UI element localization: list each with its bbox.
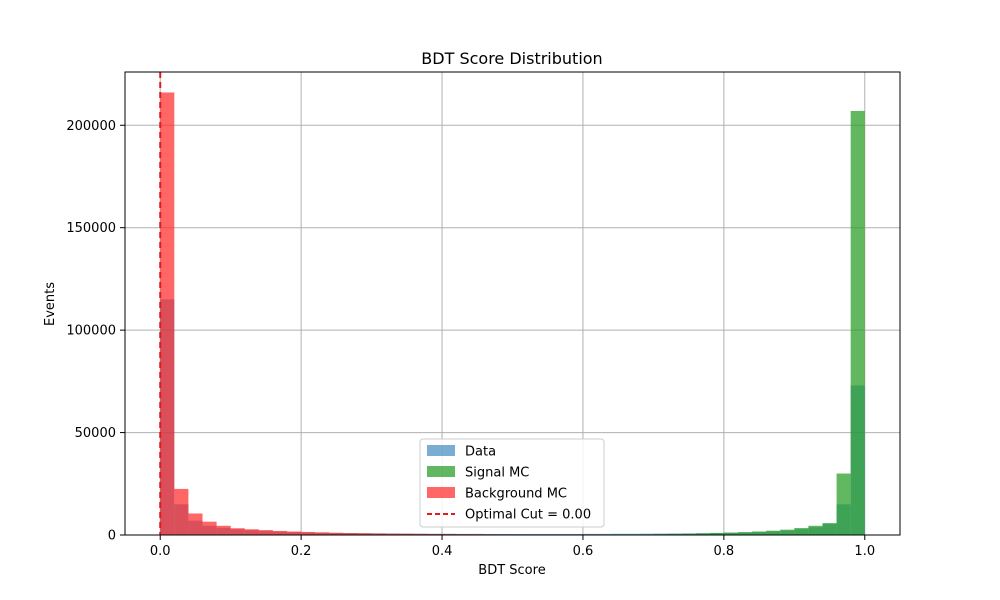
series-signal-mc	[611, 110, 865, 536]
bar-data-34	[639, 533, 654, 535]
bar-background-mc-16	[385, 533, 400, 535]
bar-background-mc-7	[258, 530, 273, 535]
bar-data-32	[611, 533, 626, 535]
bar-data-26	[526, 533, 541, 535]
bar-data-27	[540, 533, 555, 535]
x-tick-label-3: 0.6	[573, 544, 594, 559]
bar-background-mc-13	[343, 533, 358, 535]
ticks-layer: 0.0 0.2 0.4 0.6 0.8 1.0 0 50000 100000 150000 2000…	[66, 119, 875, 559]
y-tick-label-4: 200000	[66, 119, 116, 134]
bar-background-mc-10	[301, 531, 316, 535]
bar-background-mc-5	[230, 528, 245, 535]
y-tick-label-3: 150000	[66, 221, 116, 236]
legend-label-data: Data	[465, 445, 496, 460]
chart-title: BDT Score Distribution	[421, 49, 602, 68]
x-tick-label-2: 0.4	[432, 544, 453, 559]
bar-data-28	[554, 533, 569, 535]
x-axis-label: BDT Score	[478, 563, 545, 578]
bar-background-mc-17	[399, 533, 414, 535]
legend-label-background-mc: Background MC	[465, 487, 567, 502]
y-tick-label-2: 100000	[66, 324, 116, 339]
bar-data-30	[582, 533, 598, 535]
legend-swatch-background-mc	[427, 487, 455, 498]
bar-signal-mc-48	[836, 473, 851, 535]
legend-swatch-signal-mc	[427, 466, 455, 477]
bar-signal-mc-45	[794, 528, 809, 535]
bar-background-mc-1	[174, 488, 189, 535]
bar-background-mc-14	[357, 533, 372, 535]
bar-background-mc-8	[272, 530, 288, 535]
x-tick-label-0: 0.0	[150, 544, 171, 559]
series-background-mc	[160, 92, 851, 535]
bar-background-mc-3	[202, 521, 217, 535]
legend-label-cut-line: Optimal Cut = 0.00	[465, 508, 591, 523]
legend-label-signal-mc: Signal MC	[465, 466, 529, 481]
bar-signal-mc-38	[695, 533, 710, 535]
bar-background-mc-15	[371, 533, 386, 535]
bar-background-mc-12	[329, 532, 344, 535]
bar-signal-mc-43	[766, 530, 781, 535]
bar-signal-mc-44	[780, 529, 795, 535]
bar-signal-mc-40	[723, 532, 738, 535]
bar-background-mc-6	[244, 529, 259, 535]
bar-signal-mc-41	[737, 532, 753, 535]
bar-background-mc-9	[287, 531, 302, 535]
bar-background-mc-18	[413, 533, 428, 535]
plot-frame	[124, 71, 901, 536]
bar-background-mc-19	[427, 533, 443, 535]
bar-background-mc-0	[160, 92, 175, 535]
bar-signal-mc-46	[808, 525, 823, 535]
legend: Data Signal MC Background MC Optimal Cut…	[419, 438, 605, 528]
axes-layer	[124, 71, 901, 536]
bar-signal-mc-42	[752, 531, 767, 535]
bar-data-33	[625, 533, 640, 535]
bar-data-31	[597, 533, 612, 535]
bar-signal-mc-36	[667, 533, 682, 535]
y-tick-label-1: 50000	[75, 426, 116, 441]
y-axis-label: Events	[43, 282, 58, 326]
bar-background-mc-2	[188, 513, 203, 535]
bar-signal-mc-47	[822, 523, 837, 535]
bar-data-29	[568, 533, 583, 535]
y-tick-label-0: 0	[108, 529, 116, 544]
bar-signal-mc-37	[681, 533, 696, 535]
x-tick-label-4: 0.8	[714, 544, 735, 559]
legend-frame	[419, 438, 605, 528]
bar-background-mc-4	[216, 525, 231, 535]
bar-signal-mc-39	[709, 532, 724, 535]
bar-background-mc-11	[315, 532, 330, 535]
x-tick-label-1: 0.2	[291, 544, 312, 559]
x-tick-label-5: 1.0	[854, 544, 875, 559]
legend-swatch-data	[427, 445, 455, 456]
bars-layer	[160, 92, 865, 536]
bar-signal-mc-49	[850, 110, 865, 536]
